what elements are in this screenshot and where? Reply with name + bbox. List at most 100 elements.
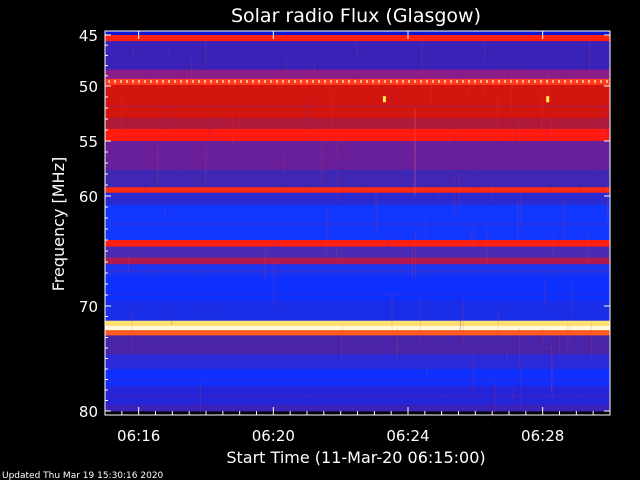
noise-streak — [506, 350, 508, 363]
noise-streak — [305, 182, 307, 194]
dotted-marker — [186, 79, 188, 83]
frequency-band — [105, 257, 610, 265]
dotted-marker — [132, 79, 134, 83]
update-timestamp: Updated Thu Mar 19 15:30:16 2020 — [2, 471, 164, 480]
noise-streak — [583, 285, 585, 301]
noise-streak — [552, 234, 554, 257]
y-tick-label: 80 — [79, 403, 98, 421]
dotted-marker — [528, 79, 530, 83]
noise-streak — [476, 152, 478, 190]
frequency-band — [105, 300, 610, 322]
dotted-marker — [576, 79, 578, 83]
frequency-band — [105, 78, 610, 86]
frequency-band — [105, 240, 610, 248]
dotted-marker — [438, 79, 440, 83]
x-axis-label: Start Time (11-Mar-20 06:15:00) — [226, 448, 485, 467]
noise-streak — [239, 112, 241, 129]
noise-streak — [589, 40, 591, 79]
dotted-marker — [546, 79, 548, 83]
interference-line — [105, 105, 610, 107]
burst-point — [546, 96, 550, 103]
noise-streak — [472, 361, 474, 404]
noise-streak — [155, 336, 157, 356]
noise-streak — [565, 361, 567, 385]
interference-line — [105, 223, 610, 225]
noise-streak — [330, 91, 332, 126]
dotted-marker — [558, 79, 560, 83]
dotted-marker — [540, 79, 542, 83]
dotted-marker — [312, 79, 314, 83]
y-tick-label: 70 — [79, 298, 98, 316]
frequency-band — [105, 35, 610, 42]
dotted-marker — [474, 79, 476, 83]
dotted-marker — [180, 79, 182, 83]
dotted-marker — [444, 79, 446, 83]
noise-streak — [410, 375, 412, 391]
noise-streak — [321, 138, 323, 184]
dotted-marker — [426, 79, 428, 83]
dotted-marker — [228, 79, 230, 83]
y-tick-label: 50 — [79, 78, 98, 96]
frequency-band — [105, 41, 610, 71]
frequency-band — [105, 69, 610, 80]
noise-streak — [308, 361, 310, 402]
dotted-marker — [234, 79, 236, 83]
interference-line — [105, 348, 610, 349]
dotted-marker — [162, 79, 164, 83]
noise-streak — [489, 131, 491, 140]
noise-streak — [207, 276, 209, 295]
interference-line — [105, 74, 610, 76]
frequency-band — [105, 192, 610, 206]
noise-streak — [550, 116, 552, 140]
noise-streak — [361, 75, 363, 92]
noise-streak — [567, 322, 569, 356]
noise-streak — [462, 299, 464, 346]
noise-streak — [144, 179, 146, 194]
noise-streak — [454, 357, 456, 373]
x-tick-label: 06:16 — [117, 427, 160, 445]
burst-markers — [382, 96, 550, 103]
noise-streak — [468, 87, 470, 101]
noise-streak — [593, 136, 595, 185]
frequency-band — [105, 404, 610, 412]
interference-line — [105, 395, 610, 397]
dotted-marker — [414, 79, 416, 83]
x-tick-label: 06:28 — [521, 427, 564, 445]
noise-streak — [484, 40, 486, 61]
noise-streak — [562, 197, 564, 241]
dotted-marker — [126, 79, 128, 83]
dotted-marker — [318, 79, 320, 83]
frequency-band — [105, 276, 610, 301]
noise-streak — [518, 326, 520, 366]
noise-streak — [527, 151, 529, 167]
noise-streak — [283, 156, 285, 173]
noise-streak — [517, 200, 519, 241]
vertical-artifact — [414, 108, 416, 196]
noise-streak — [207, 294, 209, 314]
noise-streak — [497, 98, 499, 139]
dotted-marker — [276, 79, 278, 83]
noise-streak — [430, 80, 432, 109]
noise-streak — [145, 70, 147, 82]
noise-streak — [309, 134, 311, 157]
dotted-marker — [252, 79, 254, 83]
noise-streak — [542, 327, 544, 344]
noise-streak — [272, 224, 274, 258]
dotted-marker — [282, 79, 284, 83]
noise-streak — [285, 59, 287, 82]
dotted-marker — [330, 79, 332, 83]
dotted-marker — [216, 79, 218, 83]
dotted-marker — [534, 79, 536, 83]
dotted-marker — [258, 79, 260, 83]
dotted-marker — [354, 79, 356, 83]
dotted-marker — [114, 79, 116, 83]
chart-title: Solar radio Flux (Glasgow) — [231, 5, 481, 27]
dotted-marker — [150, 79, 152, 83]
noise-streak — [587, 230, 589, 262]
dotted-marker — [570, 79, 572, 83]
dotted-marker — [498, 79, 500, 83]
dotted-marker — [270, 79, 272, 83]
dotted-marker — [138, 79, 140, 83]
frequency-band — [105, 325, 610, 331]
noise-streak — [127, 254, 129, 272]
